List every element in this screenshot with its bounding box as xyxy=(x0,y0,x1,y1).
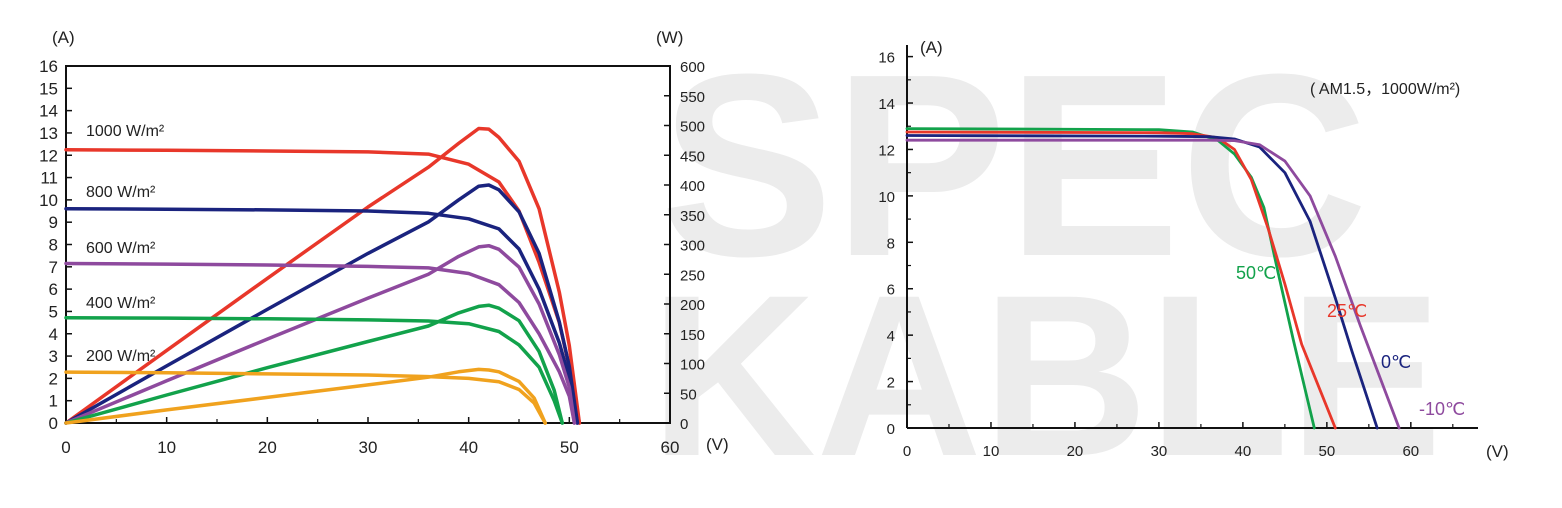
chart1-series-label-1000: 1000 W/m² xyxy=(86,123,165,140)
chart1-y-tick-label: 6 xyxy=(49,280,58,299)
chart1-y-tick-label: 14 xyxy=(39,102,58,121)
chart1-y-tick-label: 2 xyxy=(49,369,58,388)
chart1-series-power-5 xyxy=(64,243,577,425)
chart1-series-current-2 xyxy=(64,207,580,425)
chart1-x-unit: (V) xyxy=(706,435,729,454)
chart1-series-label-200: 200 W/m² xyxy=(86,348,156,365)
chart1-y-tick-label: 12 xyxy=(39,146,58,165)
chart1-x-tick-label: 60 xyxy=(661,438,680,457)
chart1-y2-tick-label: 600 xyxy=(680,59,705,76)
chart2-y-tick-label: 2 xyxy=(887,375,895,392)
chart2-y-tick-label: 8 xyxy=(887,235,895,252)
chart1-plot-frame xyxy=(65,65,671,424)
chart1-y-tick-label: 3 xyxy=(49,347,58,366)
chart2-axes xyxy=(906,45,1478,429)
chart2-x-tick-label: 10 xyxy=(983,443,1000,460)
chart1-y2-tick-label: 250 xyxy=(680,267,705,284)
chart1-y-tick-label: 15 xyxy=(39,79,58,98)
chart1-series-current-4 xyxy=(64,261,577,425)
chart1-x-tick-label: 0 xyxy=(61,438,70,457)
chart2-y-tick-label: 6 xyxy=(887,282,895,299)
chart1-y-tick-label: 10 xyxy=(39,191,58,210)
chart2-series-label-25c: 25℃ xyxy=(1327,301,1367,321)
chart2-series xyxy=(905,127,1401,430)
chart1-y2-tick-label: 550 xyxy=(680,89,705,106)
chart1-y-tick-label: 4 xyxy=(49,325,58,344)
chart1-x-tick-label: 40 xyxy=(459,438,478,457)
chart1-y2-tick-label: 50 xyxy=(680,386,697,403)
chart2-ticks: 0 10 20 30 40 50 60 0 2 4 6 8 10 12 14 16 xyxy=(878,50,1454,460)
chart1-series-label-600: 600 W/m² xyxy=(86,240,156,257)
chart2-x-tick-label: 40 xyxy=(1235,443,1252,460)
chart2-x-tick-label: 60 xyxy=(1402,443,1419,460)
irradiance-chart: 0 10 20 30 40 50 60012345678910111213141516050… xyxy=(39,28,729,457)
chart2-x-tick-label: 20 xyxy=(1067,443,1084,460)
chart1-series-power-7 xyxy=(64,303,565,425)
chart1-y2-tick-label: 300 xyxy=(680,238,705,255)
chart1-y2-tick-label: 200 xyxy=(680,297,705,314)
chart2-y-unit: (A) xyxy=(920,38,943,57)
chart1-series-power-3 xyxy=(64,183,580,425)
temperature-chart: 0 10 20 30 40 50 60 0 2 4 6 8 10 12 14 16 (A) (V) ( AM1… xyxy=(878,38,1508,461)
chart1-ticks: 0 10 20 30 40 50 60012345678910111213141516050… xyxy=(39,57,705,457)
chart1-y-tick-label: 7 xyxy=(49,258,58,277)
chart1-y2-tick-label: 350 xyxy=(680,208,705,225)
chart2-series-label-0c: 0℃ xyxy=(1381,352,1411,372)
chart2-y-tick-label: 0 xyxy=(887,421,895,438)
chart1-y2-unit: (W) xyxy=(656,28,683,47)
chart1-y-tick-label: 16 xyxy=(39,57,58,76)
chart1-y2-tick-label: 500 xyxy=(680,119,705,136)
chart1-x-tick-label: 50 xyxy=(560,438,579,457)
chart1-y-tick-label: 5 xyxy=(49,302,58,321)
chart1-y-tick-label: 13 xyxy=(39,124,58,143)
chart2-y-tick-label: 4 xyxy=(887,328,895,345)
chart1-y2-tick-label: 150 xyxy=(680,327,705,344)
chart2-y-tick-label: 14 xyxy=(878,96,895,113)
chart1-series-label-800: 800 W/m² xyxy=(86,184,156,201)
chart1-series-power-9 xyxy=(64,367,547,425)
chart2-y-tick-label: 12 xyxy=(878,142,895,159)
chart1-y2-tick-label: 100 xyxy=(680,357,705,374)
chart1-y2-tick-label: 0 xyxy=(680,416,688,433)
chart1-y-tick-label: 11 xyxy=(40,169,58,188)
chart2-series-2 xyxy=(905,134,1379,430)
chart2-x-tick-label: 0 xyxy=(903,443,911,460)
chart1-y2-tick-label: 400 xyxy=(680,178,705,195)
watermark: SPEC KABLE xyxy=(650,21,1442,504)
chart2-series-1 xyxy=(905,130,1337,430)
chart2-series-label-minus10c: -10℃ xyxy=(1419,399,1465,419)
chart1-x-tick-label: 10 xyxy=(157,438,176,457)
chart2-x-tick-label: 50 xyxy=(1319,443,1336,460)
chart1-y-tick-label: 0 xyxy=(49,414,58,433)
chart2-x-unit: (V) xyxy=(1486,442,1509,461)
chart2-y-tick-label: 16 xyxy=(878,50,895,67)
chart1-y-tick-label: 1 xyxy=(49,392,58,411)
chart1-y2-tick-label: 450 xyxy=(680,148,705,165)
chart2-series-3 xyxy=(905,138,1401,430)
chart2-condition-note: ( AM1.5，1000W/m²) xyxy=(1310,81,1460,98)
chart1-series-current-6 xyxy=(64,315,565,425)
watermark-line2: KABLE xyxy=(650,247,1442,504)
chart1-y-tick-label: 9 xyxy=(49,213,58,232)
chart2-series-label-50c: 50℃ xyxy=(1236,263,1276,283)
chart1-series xyxy=(64,126,582,425)
chart1-x-tick-label: 30 xyxy=(359,438,378,457)
watermark-line1: SPEC xyxy=(660,21,1368,311)
chart1-series-label-400: 400 W/m² xyxy=(86,295,156,312)
chart1-x-tick-label: 20 xyxy=(258,438,277,457)
chart1-y-tick-label: 8 xyxy=(49,236,58,255)
chart1-series-current-8 xyxy=(64,370,547,425)
chart2-y-tick-label: 10 xyxy=(878,189,895,206)
chart2-x-tick-label: 30 xyxy=(1151,443,1168,460)
chart1-y-unit: (A) xyxy=(52,28,75,47)
